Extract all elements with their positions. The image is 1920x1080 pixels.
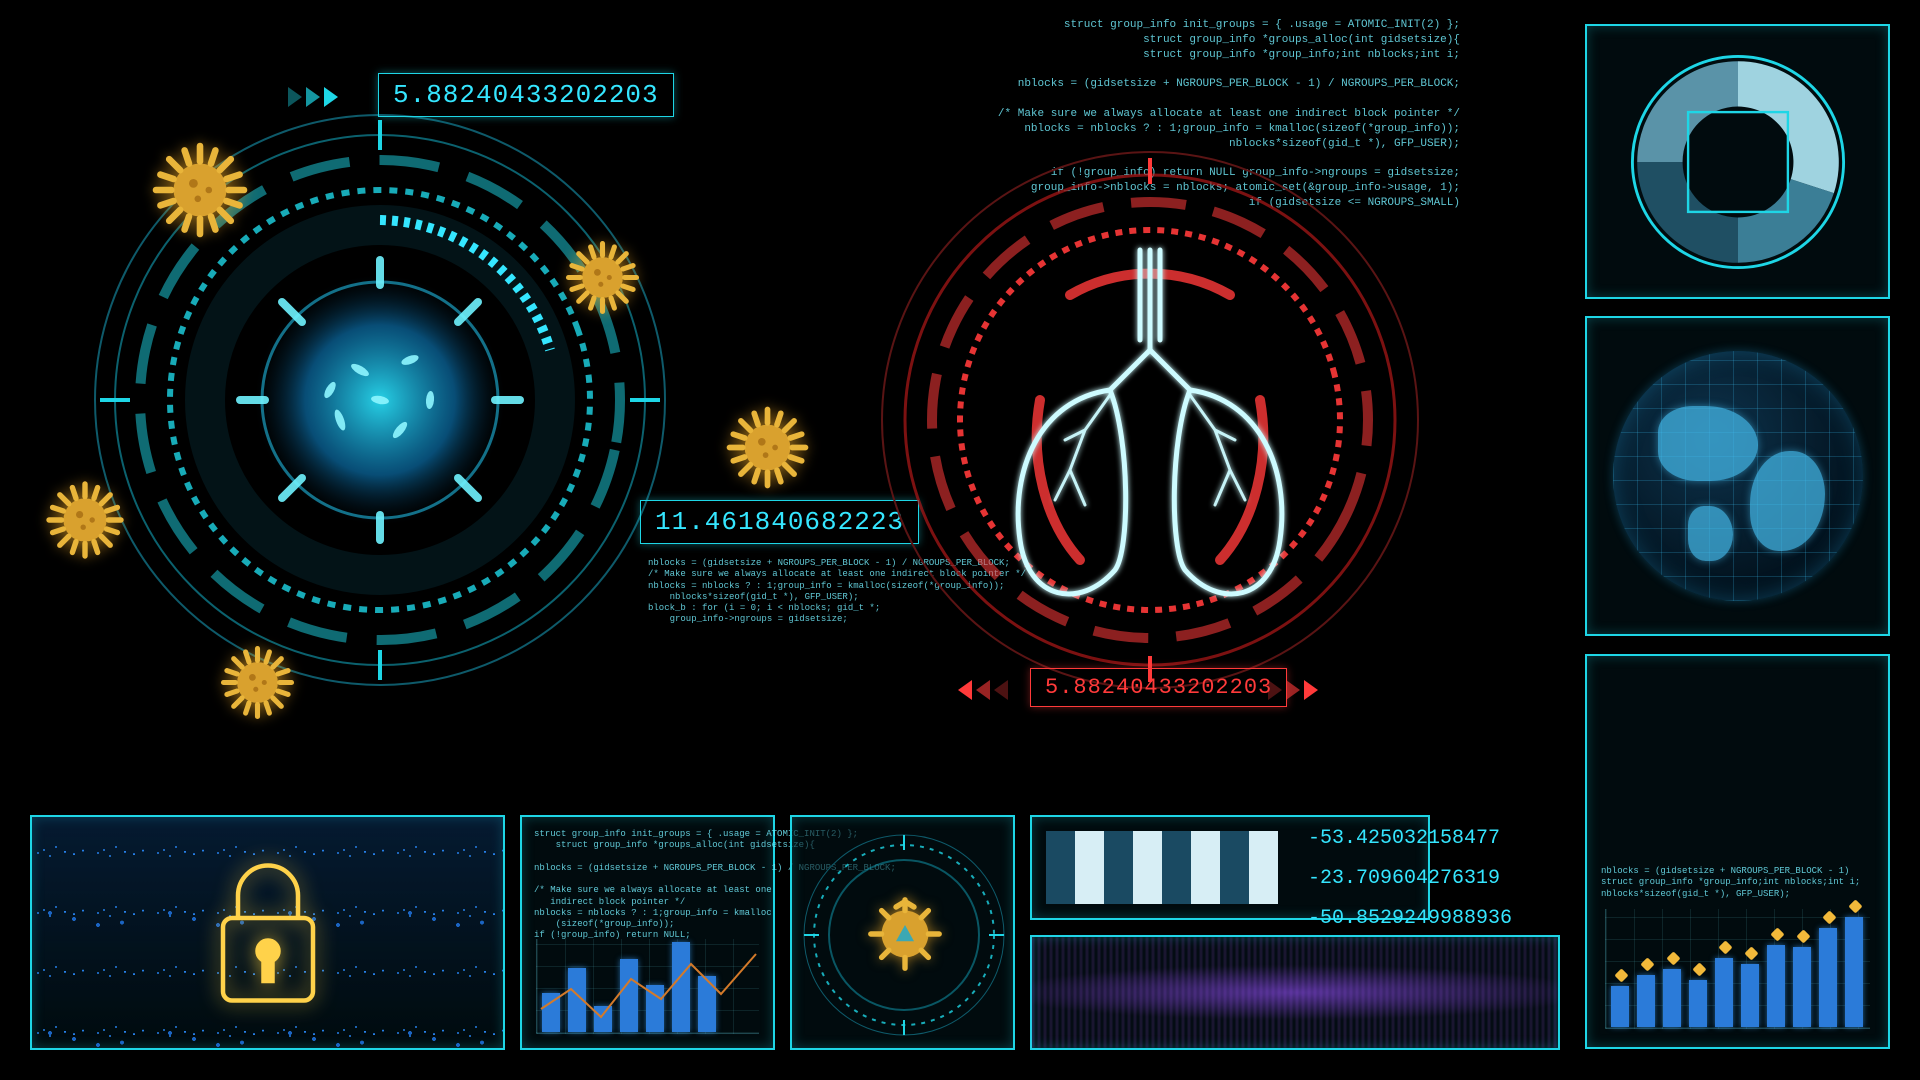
panel-bottom-right: nblocks = (gidsetsize + NGROUPS_PER_BLOC… (1585, 654, 1890, 1049)
panel-globe (1585, 316, 1890, 636)
globe-icon (1613, 351, 1863, 601)
lungs-hud-ring (870, 140, 1430, 700)
chevrons-top-left (288, 87, 338, 107)
chevrons-lung-left (958, 680, 1008, 700)
panel-code-chart: struct group_info init_groups = { .usage… (520, 815, 775, 1050)
waveform (1032, 937, 1558, 1048)
virus-particle (40, 475, 130, 570)
virus-particle (215, 640, 300, 730)
barchart-right (1611, 917, 1863, 1027)
virus-particle-target (860, 889, 950, 984)
checker-grid (1046, 831, 1278, 904)
virus-particle (560, 235, 645, 325)
panel-virus-target (790, 815, 1015, 1050)
virus-particle (720, 400, 815, 500)
donut-chart (1618, 42, 1858, 282)
chevrons-lung-right (1268, 680, 1318, 700)
panel-donut (1585, 24, 1890, 299)
panel-waveform (1030, 935, 1560, 1050)
readout-top: 5.88240433202203 (378, 73, 674, 117)
readout-lung: 5.88240433202203 (1030, 668, 1287, 707)
code-block-side: nblocks = (gidsetsize + NGROUPS_PER_BLOC… (1601, 866, 1860, 900)
virus-particle (145, 135, 255, 250)
number-list: -53.425032158477 -23.709604276319 -50.85… (1308, 819, 1512, 939)
lock-icon (193, 843, 343, 1023)
panel-lock (30, 815, 505, 1050)
